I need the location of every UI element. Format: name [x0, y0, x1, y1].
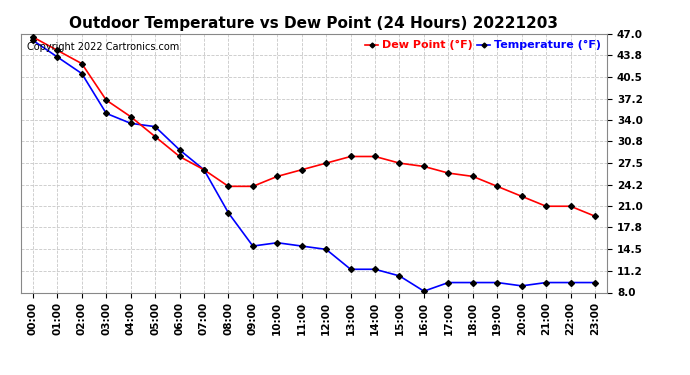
Title: Outdoor Temperature vs Dew Point (24 Hours) 20221203: Outdoor Temperature vs Dew Point (24 Hou… [70, 16, 558, 31]
Legend: Dew Point (°F), Temperature (°F): Dew Point (°F), Temperature (°F) [361, 36, 605, 55]
Text: Copyright 2022 Cartronics.com: Copyright 2022 Cartronics.com [26, 42, 179, 51]
